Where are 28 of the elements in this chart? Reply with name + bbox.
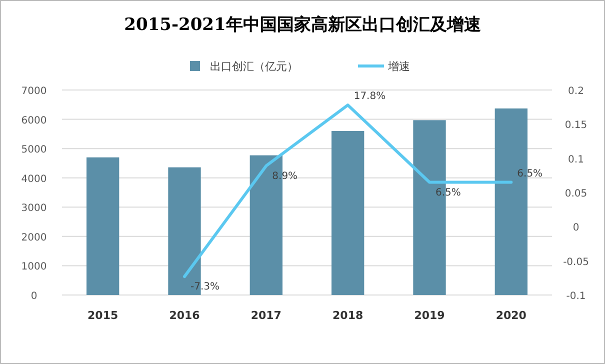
- y2-tick-label: 0.05: [564, 188, 588, 200]
- x-tick-label: 2015: [88, 309, 118, 322]
- x-tick-label: 2019: [414, 309, 445, 322]
- y2-tick-label: 0.15: [564, 120, 588, 132]
- line-series: [183, 104, 513, 278]
- y-tick-label: 1000: [21, 262, 47, 273]
- y-tick-label: 5000: [21, 144, 47, 156]
- x-tick-label: 2018: [332, 309, 364, 322]
- y2-tick-label: -0.05: [563, 256, 589, 268]
- legend-label: 出口创汇（亿元）: [210, 60, 298, 73]
- legend-label: 增速: [387, 60, 410, 73]
- y-tick-label: 7000: [21, 86, 47, 97]
- y-tick-label: 4000: [21, 174, 47, 185]
- x-tick-label: 2017: [250, 309, 282, 322]
- data-label: 17.8%: [354, 91, 386, 102]
- x-tick-label: 2020: [496, 309, 527, 322]
- y-tick-label: 3000: [21, 203, 47, 214]
- bar: [332, 131, 364, 295]
- x-tick-label: 2016: [169, 309, 200, 322]
- y-tick-label: 6000: [21, 115, 47, 126]
- y-tick-label: 2000: [21, 232, 47, 244]
- y2-tick-label: 0: [572, 222, 580, 234]
- y2-tick-label: 0.1: [568, 154, 584, 166]
- y2-tick-label: -0.1: [566, 291, 586, 302]
- y2-tick-label: 0.2: [568, 86, 584, 97]
- y-tick-label: 0: [30, 291, 38, 302]
- chart-title: 2015-2021年中国国家高新区出口创汇及增速: [124, 15, 481, 35]
- bar: [86, 157, 120, 295]
